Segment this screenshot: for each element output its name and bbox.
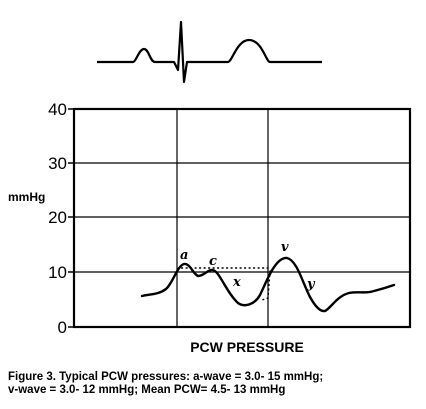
pcw-pressure-waveform — [140, 256, 396, 313]
figure-caption: Figure 3. Typical PCW pressures: a-wave … — [8, 371, 420, 397]
x-axis-title: PCW PRESSURE — [190, 339, 304, 355]
caption-line-1: Figure 3. Typical PCW pressures: a-wave … — [8, 371, 324, 383]
v-wave-label: v — [281, 240, 289, 255]
ecg-trace — [97, 20, 322, 84]
caption-line-2: v-wave = 3.0- 12 mmHg; Mean PCW= 4.5- 13… — [8, 384, 286, 396]
chart-frame — [72, 107, 412, 329]
y-tick-label-10: 10 — [48, 263, 67, 282]
x-descent-label: x — [232, 275, 241, 290]
y-tick-label-30: 30 — [48, 154, 67, 173]
a-wave-label: a — [180, 248, 188, 263]
y-tick-label-40: 40 — [48, 100, 67, 119]
c-wave-label: c — [209, 254, 217, 269]
y-axis-label: mmHg — [8, 190, 45, 204]
y-tick-label-0: 0 — [58, 318, 67, 337]
y-tick-label-20: 20 — [48, 208, 67, 227]
y-descent-label: y — [306, 277, 316, 292]
mean-pressure-dotted-line — [176, 267, 271, 301]
